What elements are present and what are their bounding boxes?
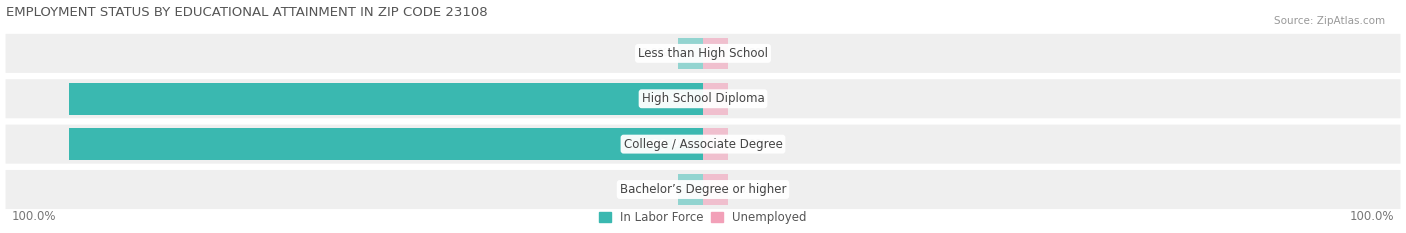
Text: Bachelor’s Degree or higher: Bachelor’s Degree or higher [620, 183, 786, 196]
Text: 100.0%: 100.0% [1350, 210, 1395, 223]
Bar [678, 174, 703, 205]
FancyBboxPatch shape [6, 34, 1400, 73]
Text: College / Associate Degree: College / Associate Degree [624, 138, 782, 151]
Bar [678, 38, 703, 69]
FancyBboxPatch shape [6, 79, 1400, 118]
Text: High School Diploma: High School Diploma [641, 92, 765, 105]
Bar [703, 83, 728, 115]
Text: 0.0%: 0.0% [738, 48, 766, 58]
Text: Source: ZipAtlas.com: Source: ZipAtlas.com [1274, 16, 1385, 26]
Text: 100.0%: 100.0% [644, 94, 690, 104]
Text: Less than High School: Less than High School [638, 47, 768, 60]
Bar [69, 128, 703, 160]
Text: 0.0%: 0.0% [738, 94, 766, 104]
Text: 0.0%: 0.0% [738, 185, 766, 195]
Bar [703, 174, 728, 205]
Text: 0.0%: 0.0% [640, 185, 668, 195]
Legend: In Labor Force, Unemployed: In Labor Force, Unemployed [595, 206, 811, 229]
Text: 100.0%: 100.0% [11, 210, 56, 223]
Text: EMPLOYMENT STATUS BY EDUCATIONAL ATTAINMENT IN ZIP CODE 23108: EMPLOYMENT STATUS BY EDUCATIONAL ATTAINM… [6, 6, 488, 19]
Text: 100.0%: 100.0% [644, 139, 690, 149]
FancyBboxPatch shape [6, 170, 1400, 209]
Bar [703, 128, 728, 160]
Bar [703, 38, 728, 69]
Text: 0.0%: 0.0% [738, 139, 766, 149]
Bar [69, 83, 703, 115]
Text: 0.0%: 0.0% [640, 48, 668, 58]
FancyBboxPatch shape [6, 125, 1400, 164]
